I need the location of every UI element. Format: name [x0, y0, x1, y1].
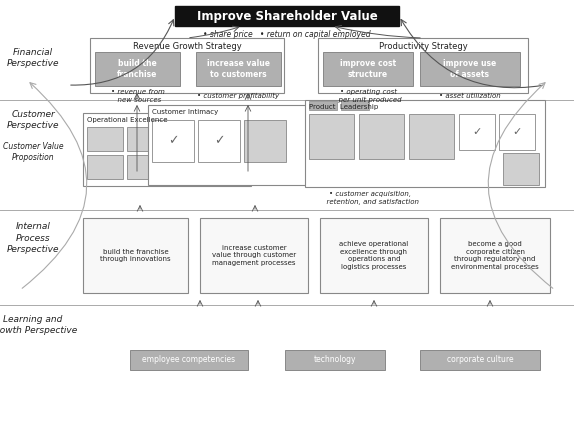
- Bar: [309, 101, 337, 110]
- Text: Customer
Perspective: Customer Perspective: [7, 110, 59, 130]
- Text: technology: technology: [314, 355, 356, 365]
- Text: Customer Intimacy: Customer Intimacy: [152, 109, 218, 115]
- Bar: [198, 120, 240, 162]
- Bar: [244, 120, 286, 162]
- Bar: [305, 100, 545, 187]
- Text: achieve operational
excellence through
operations and
logistics processes: achieve operational excellence through o…: [339, 241, 409, 270]
- Text: • revenue from
  new sources: • revenue from new sources: [111, 89, 164, 103]
- Text: Revenue Growth Strategy: Revenue Growth Strategy: [133, 42, 242, 51]
- Text: Learning and
Growth Perspective: Learning and Growth Perspective: [0, 315, 77, 335]
- Bar: [318, 38, 528, 93]
- Text: build the franchise
through innovations: build the franchise through innovations: [100, 249, 171, 262]
- Bar: [95, 52, 180, 86]
- Bar: [499, 114, 535, 150]
- Bar: [503, 153, 539, 185]
- Text: • operating cost
  per unit produced: • operating cost per unit produced: [334, 89, 402, 103]
- Text: ✓: ✓: [168, 134, 179, 147]
- Bar: [200, 218, 308, 293]
- Bar: [175, 6, 399, 26]
- Text: improve cost
structure: improve cost structure: [340, 59, 396, 79]
- Text: Product  Leadership: Product Leadership: [309, 104, 378, 110]
- Bar: [130, 350, 248, 370]
- Bar: [420, 350, 540, 370]
- Text: ✓: ✓: [513, 127, 522, 137]
- Bar: [127, 127, 163, 151]
- Bar: [341, 101, 369, 110]
- Bar: [459, 114, 495, 150]
- Text: increase customer
value through customer
management processes: increase customer value through customer…: [212, 245, 296, 266]
- Bar: [83, 113, 251, 186]
- Text: Financial
Perspective: Financial Perspective: [7, 48, 59, 68]
- Bar: [196, 52, 281, 86]
- Text: corporate culture: corporate culture: [447, 355, 513, 365]
- Bar: [152, 120, 194, 162]
- Text: • customer profitability: • customer profitability: [197, 93, 280, 99]
- Text: employee competencies: employee competencies: [142, 355, 235, 365]
- Text: • share price   • return on capital employed: • share price • return on capital employ…: [203, 29, 371, 39]
- Bar: [420, 52, 520, 86]
- Bar: [148, 105, 333, 185]
- Bar: [323, 52, 413, 86]
- Text: build the
franchise: build the franchise: [117, 59, 158, 79]
- Text: ✓: ✓: [214, 134, 224, 147]
- Text: improve use
of assets: improve use of assets: [443, 59, 497, 79]
- Bar: [83, 218, 188, 293]
- Bar: [90, 38, 284, 93]
- Bar: [87, 155, 123, 179]
- Bar: [285, 350, 385, 370]
- Text: Operational Excellence: Operational Excellence: [87, 117, 168, 123]
- Text: ✓: ✓: [472, 127, 482, 137]
- Text: increase value
to customers: increase value to customers: [207, 59, 270, 79]
- Bar: [309, 114, 354, 159]
- Bar: [320, 218, 428, 293]
- Text: • asset utilization: • asset utilization: [439, 93, 501, 99]
- Bar: [440, 218, 550, 293]
- Text: Improve Shareholder Value: Improve Shareholder Value: [197, 9, 377, 23]
- Text: become a good
corporate citizen
through regulatory and
environmental processes: become a good corporate citizen through …: [451, 241, 539, 270]
- Text: Productivity Strategy: Productivity Strategy: [379, 42, 467, 51]
- Bar: [127, 155, 163, 179]
- Bar: [409, 114, 454, 159]
- Bar: [87, 127, 123, 151]
- Text: Customer Value
Proposition: Customer Value Proposition: [3, 142, 63, 162]
- Text: Internal
Process
Perspective: Internal Process Perspective: [7, 222, 59, 254]
- Text: • customer acquisition,
  retention, and satisfaction: • customer acquisition, retention, and s…: [321, 191, 418, 205]
- Bar: [359, 114, 404, 159]
